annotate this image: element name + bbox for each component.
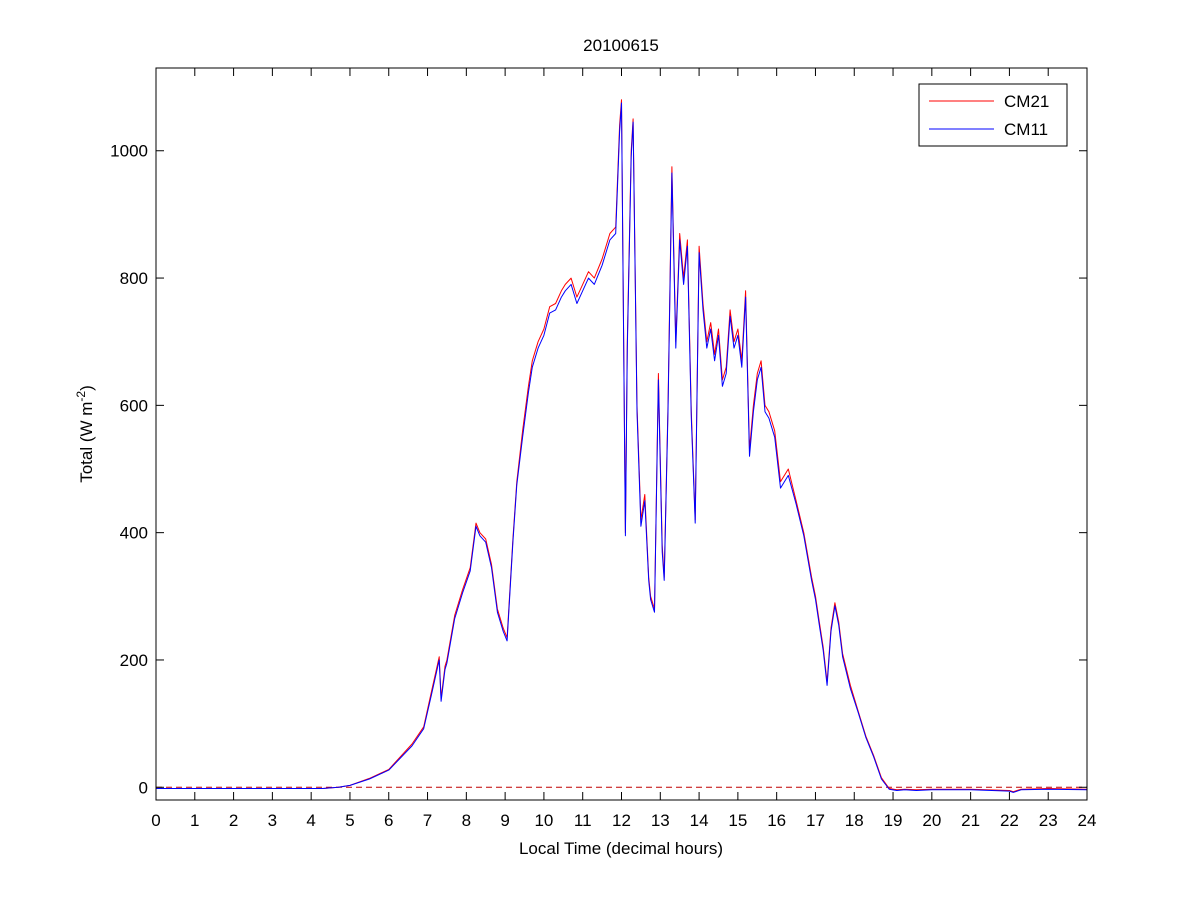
y-axis-label: Total (W m-2) (74, 385, 96, 483)
x-tick-label: 11 (574, 811, 592, 830)
x-tick-label: 21 (961, 811, 980, 830)
x-axis-label: Local Time (decimal hours) (519, 839, 723, 858)
x-tick-label: 8 (462, 811, 471, 830)
x-tick-label: 3 (268, 811, 277, 830)
x-tick-label: 17 (806, 811, 825, 830)
legend-box (918, 83, 1068, 147)
x-tick-label: 13 (651, 811, 670, 830)
series-line-cm11 (156, 102, 1088, 793)
y-axis-label-close: ) (77, 385, 96, 391)
legend: CM21 CM11 (918, 83, 1068, 147)
y-tick-label: 0 (139, 778, 148, 797)
x-tick-label: 23 (1039, 811, 1058, 830)
x-tick-label: 2 (229, 811, 238, 830)
x-tick-label: 20 (922, 811, 941, 830)
y-axis-label-exponent: -2 (74, 391, 88, 402)
x-tick-label: 22 (1000, 811, 1019, 830)
y-tick-label: 800 (120, 269, 148, 288)
chart-title: 20100615 (583, 36, 659, 55)
x-tick-label: 18 (845, 811, 864, 830)
y-tick-label: 400 (120, 524, 148, 543)
x-tick-label: 12 (612, 811, 631, 830)
x-tick-label: 14 (690, 811, 709, 830)
x-tick-label: 16 (767, 811, 786, 830)
x-tick-label: 0 (151, 811, 160, 830)
x-tick-label: 7 (423, 811, 432, 830)
x-tick-label: 24 (1078, 811, 1097, 830)
legend-label-cm21: CM21 (1004, 92, 1049, 111)
x-tick-label: 4 (306, 811, 315, 830)
x-tick-label: 10 (534, 811, 553, 830)
x-tick-label: 9 (500, 811, 509, 830)
x-tick-label: 5 (345, 811, 354, 830)
plot-area (156, 99, 1088, 793)
legend-label-cm11: CM11 (1004, 120, 1048, 139)
y-tick-label: 1000 (110, 142, 148, 161)
x-tick-label: 1 (190, 811, 199, 830)
x-tick-label: 6 (384, 811, 393, 830)
x-tick-label: 15 (728, 811, 747, 830)
y-tick-label: 200 (120, 651, 148, 670)
x-tick-label: 19 (884, 811, 903, 830)
axes: 0 1 2 3 4 5 6 7 8 9 10 11 12 13 14 15 16 17 18 19 20 21 22 23 24… (110, 67, 1097, 830)
y-axis-label-main: Total (W m (77, 402, 96, 483)
y-tick-label: 600 (120, 396, 148, 415)
